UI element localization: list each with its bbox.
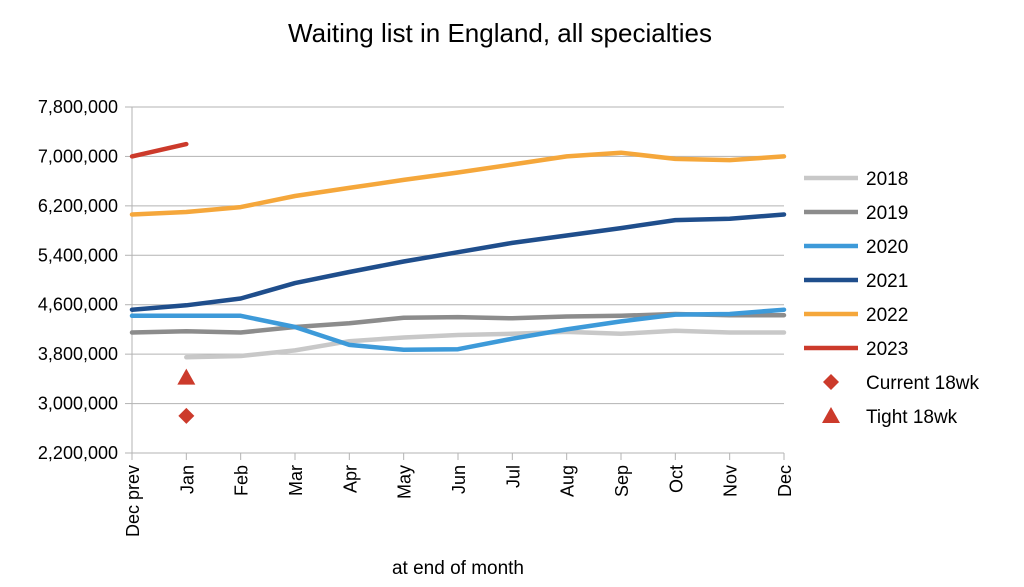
series-lines	[129, 141, 787, 360]
y-tick-label: 3,800,000	[38, 344, 118, 364]
legend-label: 2018	[866, 169, 908, 190]
y-tick-label: 5,400,000	[38, 245, 118, 265]
y-tick-label: 7,800,000	[38, 97, 118, 117]
legend-label: 2021	[866, 271, 908, 292]
x-axis-label: at end of month	[392, 558, 524, 579]
x-tick-label: Sep	[612, 465, 632, 497]
marker-tight-18wk	[177, 368, 196, 385]
y-tick-label: 7,000,000	[38, 146, 118, 166]
x-tick-label: Oct	[666, 465, 686, 493]
y-tick-label: 4,600,000	[38, 295, 118, 315]
marker-current-18wk	[178, 407, 195, 424]
x-tick-label: Dec prev	[123, 465, 143, 537]
x-tick-label: Jun	[449, 465, 469, 494]
target-markers	[177, 368, 196, 424]
legend-label: 2020	[866, 237, 908, 258]
series-line-2020	[129, 307, 787, 353]
series-line-2023	[129, 141, 189, 159]
x-tick-label: Feb	[232, 465, 252, 496]
x-tick-label: Nov	[721, 465, 741, 497]
x-tick-label: Mar	[286, 465, 306, 496]
series-line-2022	[129, 150, 787, 217]
legend-label: Tight 18wk	[866, 407, 958, 428]
y-axis-ticks: 2,200,000 3,000,000 3,800,000 4,600,000 5,40…	[38, 97, 118, 463]
y-tick-label: 2,200,000	[38, 443, 118, 463]
legend: 2018 2019 2020 2021 2022 2023 Current 18wk Tigh…	[804, 169, 979, 428]
series-line-2018	[184, 328, 787, 360]
legend-marker-diamond	[823, 374, 839, 390]
x-tick-label: Apr	[340, 465, 360, 493]
chart-title: Waiting list in England, all specialties	[288, 18, 712, 48]
x-axis-ticks: Dec prev Jan Feb Mar Apr May Jun Jul Aug Sep Oct No…	[123, 465, 795, 537]
legend-label: 2019	[866, 203, 908, 224]
x-tick-label: Jul	[503, 465, 523, 488]
x-tick-label: Aug	[558, 465, 578, 497]
legend-marker-triangle	[822, 407, 840, 423]
series-line-2021	[129, 212, 787, 312]
y-tick-label: 3,000,000	[38, 394, 118, 414]
y-tick-label: 6,200,000	[38, 196, 118, 216]
legend-label: Current 18wk	[866, 373, 979, 394]
x-tick-label: Jan	[177, 465, 197, 494]
legend-label: 2023	[866, 339, 908, 360]
x-tick-label: May	[395, 465, 415, 499]
legend-label: 2022	[866, 305, 908, 326]
x-tick-label: Dec	[775, 465, 795, 497]
